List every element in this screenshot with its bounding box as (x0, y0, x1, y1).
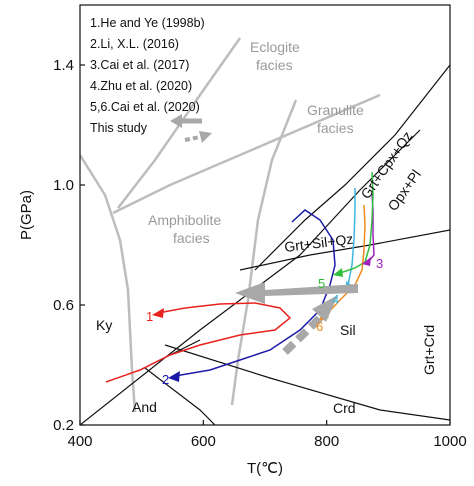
reaction-line-upper (254, 64, 450, 271)
facies-boundary-eclogite-amphibolite (112, 93, 381, 215)
y-axis-ticks: 0.2 0.6 1.0 1.4 (53, 57, 85, 434)
this-study-dashed-arrowhead (312, 295, 338, 322)
field-label-and: And (132, 399, 157, 415)
y-tick-label: 0.2 (53, 417, 74, 434)
legend-entry: 1.He and Ye (1998b) (90, 16, 205, 30)
facies-label-eclogite-line2: facies (256, 57, 293, 73)
facies-label-granulite-line1: Granulite (307, 102, 364, 118)
path-1 (105, 302, 292, 383)
path-2-arrowhead (168, 371, 180, 382)
path-number-5: 5 (318, 276, 325, 291)
reaction-line-and-lower (144, 367, 216, 425)
path-5 (339, 171, 374, 274)
field-label-sil: Sil (340, 322, 356, 338)
plot-frame (79, 4, 451, 426)
path-2 (174, 209, 336, 377)
y-tick-label: 1.4 (53, 57, 74, 74)
path-number-1: 1 (146, 309, 153, 324)
field-label-crd: Crd (333, 400, 356, 416)
x-axis-label: T(℃) (247, 460, 283, 477)
facies-label-granulite-line2: facies (317, 120, 354, 136)
x-tick-label: 400 (67, 433, 92, 450)
facies-label-eclogite-line1: Eclogite (250, 39, 300, 55)
this-study-arrows (235, 282, 358, 355)
reaction-line-sil-crd (164, 344, 450, 421)
x-axis-ticks: 400 600 800 1000 (67, 420, 467, 450)
y-tick-label: 0.6 (53, 297, 74, 314)
path-number-4: 4 (332, 292, 339, 307)
y-tick-label: 1.0 (53, 177, 74, 194)
x-tick-label: 800 (314, 433, 339, 450)
path-number-3: 3 (376, 256, 383, 271)
reaction-line-main (80, 129, 421, 425)
path-number-6: 6 (316, 319, 323, 334)
field-label-ky: Ky (96, 317, 112, 333)
path-1-arrowhead (152, 308, 164, 318)
field-label-grt-crd: Grt+Crd (421, 325, 437, 375)
x-tick-label: 1000 (433, 433, 466, 450)
y-axis-label: P(GPa) (18, 190, 35, 240)
this-study-solid-arrow (235, 282, 358, 304)
legend-entry: 2.Li, X.L. (2016) (90, 37, 179, 51)
path-4 (347, 188, 356, 286)
facies-label-amphibolite-line2: facies (173, 230, 210, 246)
facies-boundary-kyanite-limb (80, 154, 137, 413)
path-5-arrowhead (333, 268, 343, 277)
legend: 1.He and Ye (1998b) 2.Li, X.L. (2016) 3.Ca… (90, 16, 205, 135)
legend-entry: 5,6.Cai et al. (2020) (90, 100, 200, 114)
facies-label-amphibolite-line1: Amphibolite (148, 212, 221, 228)
facies-boundary-upper (117, 37, 242, 209)
field-label-opx-pl: Opx+Pl (384, 167, 424, 214)
path-6 (324, 204, 366, 317)
legend-entry: This study (90, 121, 148, 135)
path-number-2: 2 (162, 372, 169, 387)
this-study-dashed-arrow (282, 315, 323, 355)
path-3-arrowhead (362, 257, 371, 266)
field-label-grt-sil-qz: Grt+Sil+Qz (283, 231, 354, 255)
x-tick-label: 600 (191, 433, 216, 450)
legend-entry: 3.Cai et al. (2017) (90, 58, 189, 72)
reaction-line-grt-sil-qz (239, 229, 450, 271)
legend-entry: 4.Zhu et al. (2020) (90, 79, 192, 93)
legend-this-study-markers (170, 114, 212, 143)
